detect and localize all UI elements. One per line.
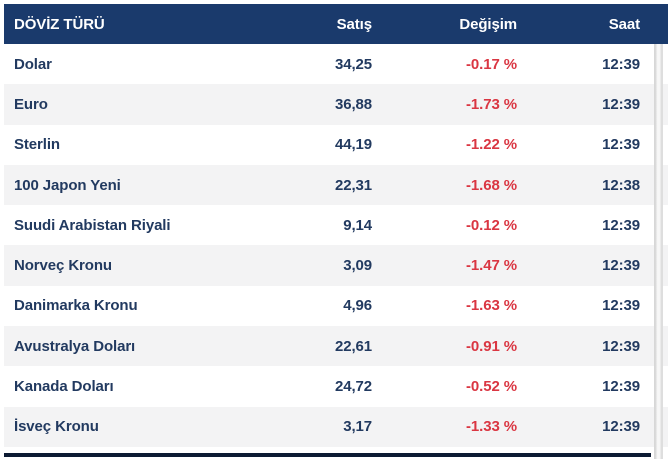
time-value: 12:39: [602, 136, 640, 154]
header-time: Saat: [608, 15, 640, 33]
change-value: -1.68 %: [466, 176, 517, 194]
currency-name: Dolar: [14, 55, 52, 73]
table-row: Euro 36,88 -1.73 % 12:39: [4, 84, 668, 125]
sell-value: 22,31: [334, 176, 372, 194]
header-currency-type: DÖVİZ TÜRÜ: [14, 15, 105, 33]
next-widget-top-bar: [4, 453, 651, 457]
table-body: Dolar 34,25 -0.17 % 12:39 Euro 36,88 -1.…: [4, 44, 668, 447]
change-value: -1.47 %: [466, 257, 517, 275]
time-value: 12:39: [602, 297, 640, 315]
sell-value: 3,09: [343, 257, 372, 275]
sell-value: 44,19: [334, 136, 372, 154]
table-row: Norveç Kronu 3,09 -1.47 % 12:39: [4, 245, 668, 286]
time-value: 12:39: [602, 216, 640, 234]
table-row: İsveç Kronu 3,17 -1.33 % 12:39: [4, 406, 668, 447]
table-header-row: DÖVİZ TÜRÜ Satış Değişim Saat: [4, 4, 668, 44]
sell-value: 22,61: [334, 337, 372, 355]
sell-value: 4,96: [343, 297, 372, 315]
change-value: -1.33 %: [466, 418, 517, 436]
table-row: Dolar 34,25 -0.17 % 12:39: [4, 44, 668, 85]
time-value: 12:39: [602, 418, 640, 436]
currency-name: 100 Japon Yeni: [14, 176, 121, 194]
table-row: Sterlin 44,19 -1.22 % 12:39: [4, 124, 668, 165]
time-value: 12:39: [602, 55, 640, 73]
change-value: -1.22 %: [466, 136, 517, 154]
currency-name: Kanada Doları: [14, 378, 114, 396]
currency-name: Suudi Arabistan Riyali: [14, 216, 171, 234]
time-value: 12:39: [602, 257, 640, 275]
header-sell: Satış: [336, 15, 372, 33]
currency-name: Avustralya Doları: [14, 337, 136, 355]
currency-name: Norveç Kronu: [14, 257, 112, 275]
time-value: 12:39: [602, 378, 640, 396]
scrollbar-thumb[interactable]: [655, 44, 662, 459]
time-value: 12:39: [602, 337, 640, 355]
time-value: 12:39: [602, 95, 640, 113]
currency-name: Sterlin: [14, 136, 60, 154]
vertical-scrollbar[interactable]: [654, 44, 663, 459]
change-value: -1.63 %: [466, 297, 517, 315]
table-row: Danimarka Kronu 4,96 -1.63 % 12:39: [4, 285, 668, 327]
currency-name: Danimarka Kronu: [14, 297, 138, 315]
time-value: 12:38: [602, 176, 640, 194]
table-row: Kanada Doları 24,72 -0.52 % 12:39: [4, 366, 668, 407]
currency-rates-table: DÖVİZ TÜRÜ Satış Değişim Saat Dolar 34,2…: [4, 4, 668, 447]
change-value: -0.12 %: [466, 216, 517, 234]
sell-value: 9,14: [343, 216, 372, 234]
sell-value: 34,25: [334, 55, 372, 73]
sell-value: 36,88: [334, 95, 372, 113]
change-value: -1.73 %: [466, 95, 517, 113]
table-row: Avustralya Doları 22,61 -0.91 % 12:39: [4, 326, 668, 367]
change-value: -0.52 %: [466, 378, 517, 396]
change-value: -0.17 %: [466, 55, 517, 73]
currency-name: İsveç Kronu: [14, 418, 99, 436]
sell-value: 24,72: [334, 378, 372, 396]
table-row: Suudi Arabistan Riyali 9,14 -0.12 % 12:3…: [4, 205, 668, 246]
change-value: -0.91 %: [466, 337, 517, 355]
sell-value: 3,17: [343, 418, 372, 436]
header-change: Değişim: [459, 15, 517, 33]
table-row: 100 Japon Yeni 22,31 -1.68 % 12:38: [4, 164, 668, 206]
currency-name: Euro: [14, 95, 48, 113]
